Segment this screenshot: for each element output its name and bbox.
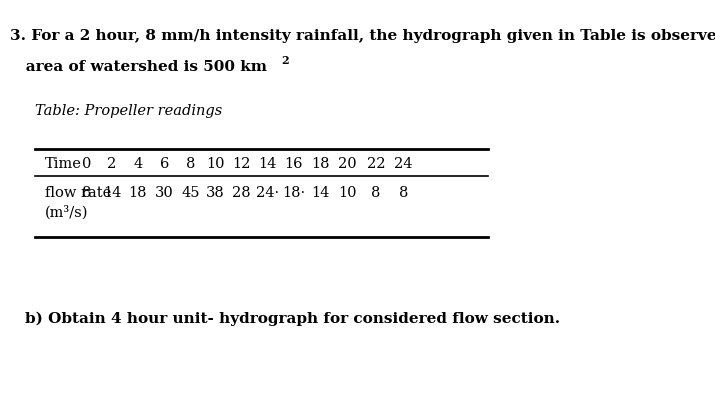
Text: 22: 22 <box>367 157 385 171</box>
Text: 3. For a 2 hour, 8 mm/h intensity rainfall, the hydrograph given in Table is obs: 3. For a 2 hour, 8 mm/h intensity rainfa… <box>10 29 715 43</box>
Text: (m³/s): (m³/s) <box>45 205 89 220</box>
Text: 16: 16 <box>285 157 303 171</box>
Text: 14: 14 <box>311 186 330 200</box>
Text: 2: 2 <box>282 55 289 66</box>
Text: 18: 18 <box>311 157 330 171</box>
Text: 20: 20 <box>337 157 357 171</box>
Text: 45: 45 <box>181 186 199 200</box>
Text: 8: 8 <box>399 186 408 200</box>
Text: Time: Time <box>45 157 82 171</box>
Text: 2: 2 <box>107 157 117 171</box>
Text: 14: 14 <box>258 157 277 171</box>
Text: 14: 14 <box>103 186 122 200</box>
Text: 6: 6 <box>159 157 169 171</box>
Text: 18: 18 <box>129 186 147 200</box>
Text: 4: 4 <box>133 157 142 171</box>
Text: 24: 24 <box>394 157 413 171</box>
Text: 10: 10 <box>206 157 225 171</box>
Text: Table: Propeller readings: Table: Propeller readings <box>35 104 222 118</box>
Text: b) Obtain 4 hour unit- hydrograph for considered flow section.: b) Obtain 4 hour unit- hydrograph for co… <box>25 311 560 326</box>
Text: 30: 30 <box>155 186 174 200</box>
Text: flow rate: flow rate <box>45 186 111 200</box>
Text: 8: 8 <box>371 186 380 200</box>
Text: area of watershed is 500 km: area of watershed is 500 km <box>10 60 267 74</box>
Text: 18·: 18· <box>282 186 305 200</box>
Text: 28: 28 <box>232 186 251 200</box>
Text: 24·: 24· <box>256 186 279 200</box>
Text: 0: 0 <box>82 157 92 171</box>
Text: 8: 8 <box>186 157 195 171</box>
Text: 12: 12 <box>232 157 251 171</box>
Text: 10: 10 <box>338 186 356 200</box>
Text: 38: 38 <box>206 186 225 200</box>
Text: 8: 8 <box>82 186 92 200</box>
